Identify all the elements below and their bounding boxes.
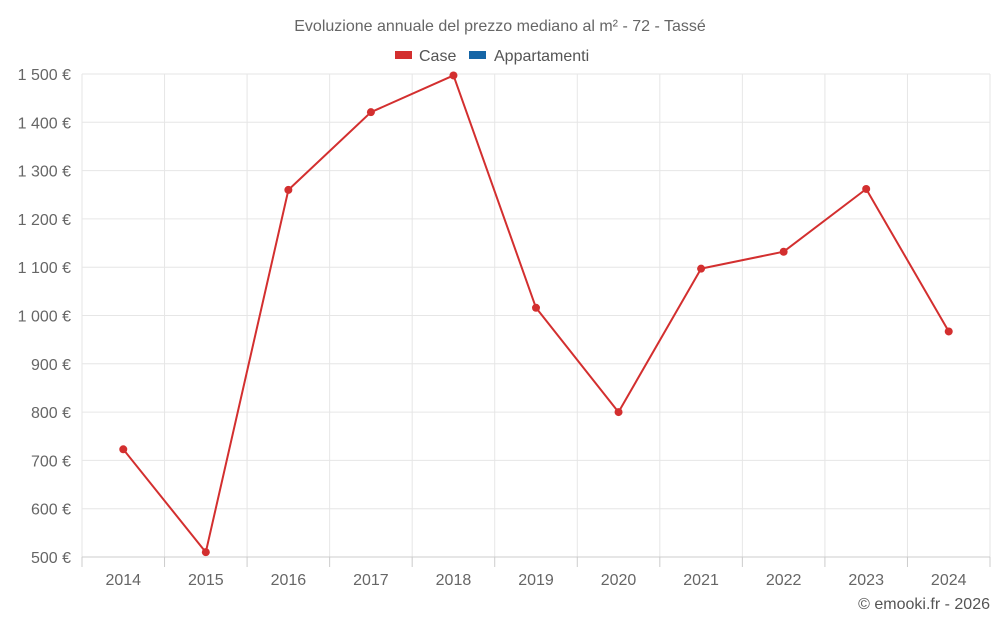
y-axis-ticks: 500 € 600 € 700 € 800 € 900 € 1 000 € 1 100 € 1… [18,67,71,567]
legend-item-appartamenti[interactable]: Appartamenti [469,48,589,65]
x-grid [81,74,991,557]
legend-label-case: Case [419,48,456,65]
x-tick-label: 2014 [105,572,141,589]
x-tick-label: 2019 [518,572,554,589]
x-tick-label: 2021 [683,572,719,589]
legend-swatch-appartamenti [469,51,486,59]
x-tick-label: 2016 [271,572,307,589]
y-tick-label: 1 200 € [18,212,71,229]
y-tick-label: 1 300 € [18,164,71,181]
x-tick-label: 2015 [188,572,224,589]
chart-title: Evoluzione annuale del prezzo mediano al… [294,18,706,35]
y-tick-label: 600 € [31,502,71,519]
y-tick-label: 1 400 € [18,115,71,132]
data-point-case-2020[interactable] [614,408,623,417]
data-point-case-2014[interactable] [119,445,128,454]
data-point-case-2017[interactable] [366,108,375,117]
legend-label-appartamenti: Appartamenti [494,48,589,65]
data-point-case-2021[interactable] [697,264,706,273]
y-tick-label: 1 100 € [18,260,71,277]
series-layer [119,71,953,557]
data-point-case-2018[interactable] [449,71,458,80]
data-point-case-2022[interactable] [779,247,788,256]
y-tick-label: 1 500 € [18,67,71,84]
y-tick-label: 900 € [31,357,71,374]
data-point-case-2016[interactable] [284,185,293,194]
legend-item-case[interactable]: Case [395,48,456,65]
data-point-case-2024[interactable] [944,327,953,336]
y-tick-label: 1 000 € [18,309,71,326]
x-tick-label: 2024 [931,572,967,589]
x-tick-label: 2023 [848,572,884,589]
x-tick-label: 2018 [436,572,472,589]
y-tick-label: 500 € [31,550,71,567]
data-point-case-2023[interactable] [862,184,871,193]
x-tick-label: 2020 [601,572,637,589]
credit-text: © emooki.fr - 2026 [858,596,990,613]
y-grid [82,73,990,510]
y-tick-label: 800 € [31,405,71,422]
legend: Case Appartamenti [395,48,589,65]
data-point-case-2015[interactable] [201,548,210,557]
x-axis-ticks: 2014 2015 2016 2017 2018 2019 2020 2021 2022 2023… [81,557,991,589]
data-point-case-2019[interactable] [532,303,540,312]
legend-swatch-case [395,51,412,59]
x-tick-label: 2022 [766,572,802,589]
y-tick-label: 700 € [31,453,71,470]
x-tick-label: 2017 [353,572,389,589]
